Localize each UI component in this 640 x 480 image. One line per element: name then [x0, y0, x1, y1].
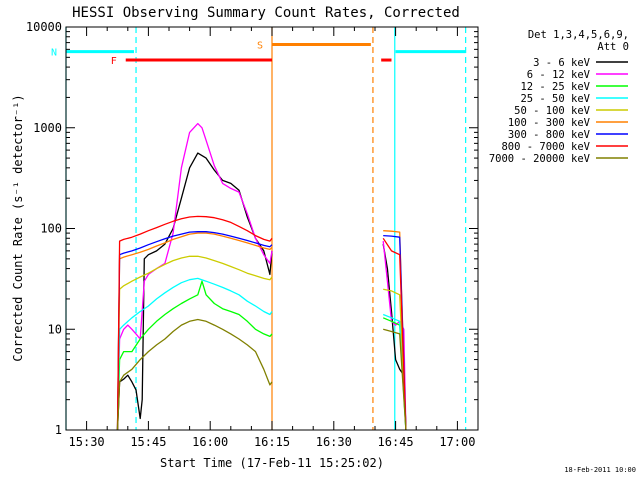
series-line-1-1	[382, 241, 407, 431]
y-tick-label-1: 10	[48, 322, 62, 336]
x-tick-label-1: 15:45	[130, 435, 166, 449]
flag-label-2: N	[51, 48, 57, 59]
legend-label-4: 50 - 100 keV	[514, 105, 591, 117]
legend-label-1: 6 - 12 keV	[527, 69, 591, 81]
plot-area: F N S 15:30 15:45 16:00 16:15 16:30 16:45 17:00 1 1…	[26, 20, 479, 449]
series-line-2-0	[116, 280, 273, 431]
y-axis-label: Corrected Count Rate (s⁻¹ detector⁻¹)	[11, 94, 25, 361]
y-tick-label-4: 10000	[26, 20, 62, 34]
flag-label-0: F	[111, 56, 117, 67]
y-tick-label-0: 1	[55, 423, 62, 437]
x-tick-label-3: 16:15	[254, 435, 290, 449]
date-stamp: 18-Feb-2011 10:00	[564, 466, 636, 474]
legend-label-6: 300 - 800 keV	[508, 129, 591, 141]
series-line-7-1	[382, 237, 407, 431]
x-tick-label-0: 15:30	[69, 435, 105, 449]
series-line-5-0	[116, 232, 273, 431]
legend-header-line-1: Det 1,3,4,5,6,9,	[528, 29, 629, 41]
legend-label-7: 800 - 7000 keV	[501, 141, 590, 153]
series-line-8-0	[116, 318, 273, 431]
x-axis-label: Start Time (17-Feb-11 15:25:02)	[160, 456, 384, 470]
series-line-7-0	[116, 215, 273, 431]
series-line-1-0	[116, 122, 273, 431]
x-tick-label-2: 16:00	[192, 435, 228, 449]
series-line-0-0	[116, 152, 273, 431]
y-tick-label-2: 100	[40, 222, 62, 236]
x-tick-label-5: 16:45	[378, 435, 414, 449]
series-line-3-0	[116, 277, 273, 431]
legend-header-line-2: Att 0	[597, 41, 629, 53]
x-tick-label-4: 16:30	[316, 435, 352, 449]
legend-label-8: 7000 - 20000 keV	[489, 153, 591, 165]
legend-label-0: 3 - 6 keV	[533, 57, 591, 69]
series-line-6-0	[116, 231, 273, 431]
series-line-4-1	[383, 288, 407, 431]
legend-label-2: 12 - 25 keV	[520, 81, 590, 93]
legend-label-3: 25 - 50 keV	[520, 93, 590, 105]
series-line-4-0	[116, 255, 273, 431]
legend-label-5: 100 - 300 keV	[508, 117, 591, 129]
y-tick-label-3: 1000	[33, 121, 62, 135]
series-line-8-1	[383, 328, 407, 431]
flag-label-4: S	[257, 41, 263, 52]
chart-title: HESSI Observing Summary Count Rates, Cor…	[72, 5, 460, 21]
x-tick-label-6: 17:00	[439, 435, 475, 449]
